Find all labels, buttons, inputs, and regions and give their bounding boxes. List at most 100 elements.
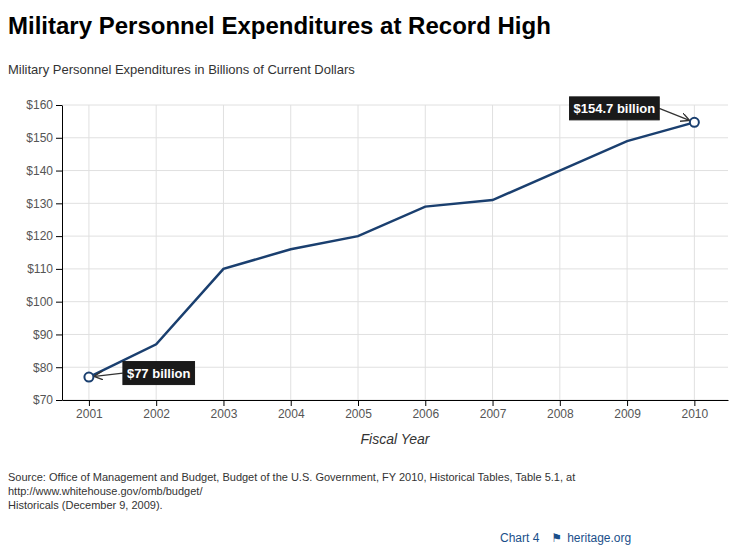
annotations: $77 billion $154.7 billion bbox=[95, 97, 689, 385]
y-tick: $110 bbox=[27, 262, 62, 276]
chart: Military Personnel Expenditures at Recor… bbox=[0, 0, 750, 552]
grid-line-x bbox=[492, 105, 493, 400]
annotation-text: $154.7 billion bbox=[574, 101, 656, 116]
x-tick-mark bbox=[358, 400, 359, 406]
grid-line-y bbox=[62, 170, 728, 171]
y-tick-mark bbox=[56, 203, 62, 204]
y-tick: $140 bbox=[26, 164, 62, 178]
footer: Chart 4 ⚑ heritage.org bbox=[500, 531, 631, 545]
x-tick: 2003 bbox=[211, 400, 238, 421]
y-tick-label: $110 bbox=[27, 262, 53, 276]
line bbox=[89, 122, 694, 377]
y-tick: $120 bbox=[26, 229, 62, 243]
endpoint-marker bbox=[84, 373, 93, 382]
x-axis: 2001 2002 2003 2004 2005 2006 2007 2008 2009 2010 bbox=[63, 400, 729, 421]
x-tick: 2002 bbox=[143, 400, 170, 421]
grid-line-x bbox=[156, 105, 157, 400]
x-tick-mark bbox=[493, 400, 494, 406]
grid bbox=[62, 105, 728, 400]
y-tick-mark bbox=[56, 138, 62, 139]
y-tick-label: $160 bbox=[26, 98, 53, 112]
x-tick-label: 2003 bbox=[211, 407, 238, 421]
source: Source: Office of Management and Budget,… bbox=[8, 470, 742, 512]
grid-line-y bbox=[62, 400, 728, 401]
grid-line-y bbox=[62, 268, 728, 269]
annotation-text: $77 billion bbox=[127, 366, 191, 381]
x-tick: 2009 bbox=[614, 400, 641, 421]
y-tick-label: $120 bbox=[26, 229, 53, 243]
source-line: Source: Office of Management and Budget,… bbox=[8, 470, 742, 498]
grid-line-y bbox=[62, 334, 728, 335]
x-axis-line bbox=[63, 400, 729, 401]
y-tick-mark bbox=[56, 236, 62, 237]
x-tick-label: 2001 bbox=[76, 407, 103, 421]
plot-area bbox=[84, 118, 698, 382]
grid-line-x bbox=[627, 105, 628, 400]
x-tick-mark bbox=[89, 400, 90, 406]
grid-line-x bbox=[290, 105, 291, 400]
x-tick-label: 2009 bbox=[614, 407, 641, 421]
x-tick: 2005 bbox=[345, 400, 372, 421]
y-tick-mark bbox=[56, 302, 62, 303]
x-tick-label: 2005 bbox=[345, 407, 372, 421]
y-tick-mark bbox=[56, 171, 62, 172]
endpoint-marker bbox=[690, 118, 699, 127]
y-tick-mark bbox=[56, 334, 62, 335]
title: Military Personnel Expenditures at Recor… bbox=[8, 12, 551, 39]
x-tick: 2008 bbox=[547, 400, 574, 421]
y-tick-label: $150 bbox=[26, 131, 53, 145]
annotation-box bbox=[570, 97, 660, 120]
x-tick-mark bbox=[291, 400, 292, 406]
y-tick: $130 bbox=[26, 197, 62, 211]
grid-line-x bbox=[559, 105, 560, 400]
x-tick: 2010 bbox=[682, 400, 709, 421]
grid-line-x bbox=[425, 105, 426, 400]
y-tick-label: $130 bbox=[26, 197, 53, 211]
x-tick-mark bbox=[560, 400, 561, 406]
grid-line-y bbox=[62, 203, 728, 204]
x-tick-mark bbox=[156, 400, 157, 406]
x-tick-label: 2007 bbox=[480, 407, 507, 421]
annotation-arrow bbox=[659, 108, 689, 120]
heritage-icon: ⚑ bbox=[551, 531, 562, 545]
grid-line-x bbox=[694, 105, 695, 400]
y-tick-label: $140 bbox=[26, 164, 53, 178]
heritage-text: heritage.org bbox=[567, 531, 631, 545]
grid-line-y bbox=[62, 236, 728, 237]
y-axis: $70 $80 $90 $100 $110 $120 $130 $140 $150 $160 bbox=[26, 98, 62, 407]
x-tick: 2007 bbox=[480, 400, 507, 421]
y-tick-label: $80 bbox=[33, 361, 53, 375]
x-tick: 2006 bbox=[412, 400, 439, 421]
x-tick-label: 2004 bbox=[278, 407, 305, 421]
x-tick: 2001 bbox=[76, 400, 103, 421]
grid-line-y bbox=[62, 301, 728, 302]
y-tick: $160 bbox=[26, 98, 62, 112]
x-tick-mark bbox=[694, 400, 695, 406]
x-tick-label: 2008 bbox=[547, 407, 574, 421]
x-tick-mark bbox=[223, 400, 224, 406]
y-tick: $70 bbox=[33, 393, 62, 407]
y-tick: $100 bbox=[26, 295, 62, 309]
y-tick: $90 bbox=[33, 328, 62, 342]
grid-line-y bbox=[62, 137, 728, 138]
x-tick-label: 2002 bbox=[143, 407, 170, 421]
annotation: $77 billion bbox=[95, 362, 195, 385]
y-tick-mark bbox=[56, 105, 62, 106]
subtitle: Military Personnel Expenditures in Billi… bbox=[8, 62, 355, 77]
y-tick-mark bbox=[56, 269, 62, 270]
y-axis-line bbox=[62, 106, 63, 401]
y-tick-mark bbox=[56, 400, 62, 401]
x-tick: 2004 bbox=[278, 400, 305, 421]
grid-line-x bbox=[88, 105, 89, 400]
y-tick-label: $70 bbox=[33, 393, 53, 407]
annotation: $154.7 billion bbox=[570, 97, 689, 120]
source-line: Historicals (December 9, 2009). bbox=[8, 498, 742, 512]
chart-label: Chart 4 bbox=[500, 531, 540, 545]
x-tick-label: 2010 bbox=[682, 407, 709, 421]
grid-line-x bbox=[223, 105, 224, 400]
x-axis-label: Fiscal Year bbox=[361, 431, 431, 447]
grid-line-x bbox=[358, 105, 359, 400]
y-tick: $150 bbox=[26, 131, 62, 145]
x-tick-label: 2006 bbox=[412, 407, 439, 421]
x-tick-mark bbox=[425, 400, 426, 406]
